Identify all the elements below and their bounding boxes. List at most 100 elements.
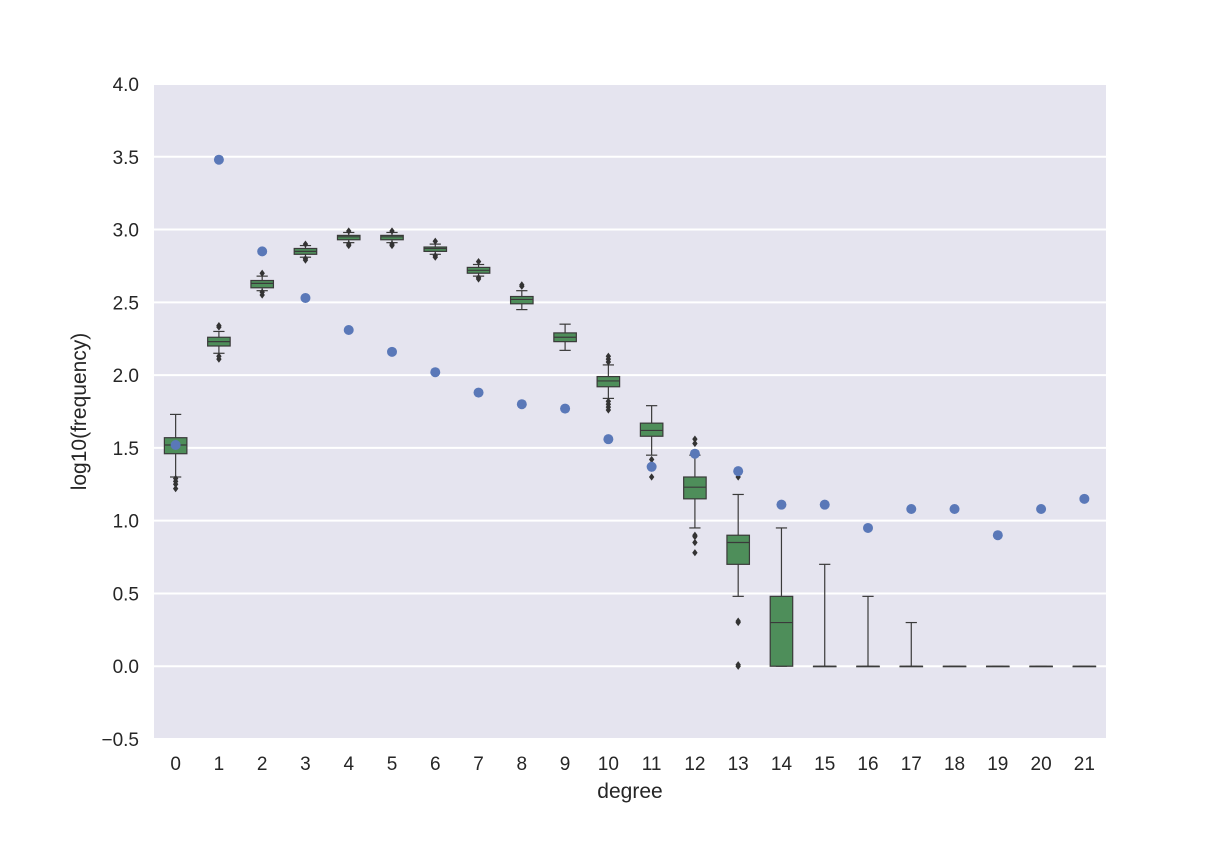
point-series xyxy=(170,154,1090,541)
outlier-marker xyxy=(389,240,395,248)
x-tick-label: 5 xyxy=(387,754,398,775)
box-1 xyxy=(207,322,231,363)
point-6 xyxy=(430,367,441,378)
y-tick-label: 2.5 xyxy=(113,293,139,314)
outlier-marker xyxy=(432,252,438,260)
outlier-marker xyxy=(692,531,698,539)
box-6 xyxy=(423,237,448,261)
point-7 xyxy=(473,387,484,398)
box-body xyxy=(250,279,275,289)
x-tick-label: 11 xyxy=(642,754,662,775)
outlier-marker xyxy=(475,273,482,282)
outlier-marker xyxy=(692,435,698,443)
x-tick-label: 20 xyxy=(1031,754,1052,775)
outlier-marker xyxy=(648,473,655,481)
y-axis-label: log10(frequency) xyxy=(68,333,91,491)
outlier-marker xyxy=(735,473,741,481)
x-tick-label: 3 xyxy=(300,754,311,775)
box-7 xyxy=(466,257,491,283)
x-tick-label: 13 xyxy=(728,754,749,775)
box-14 xyxy=(769,527,794,667)
box-body xyxy=(726,534,751,565)
point-16 xyxy=(863,522,873,533)
plot-area xyxy=(154,84,1106,739)
box-12 xyxy=(683,435,707,557)
box-body xyxy=(769,595,794,667)
point-21 xyxy=(1079,493,1090,504)
box-body xyxy=(509,295,534,305)
outlier-marker xyxy=(735,661,741,669)
box-16 xyxy=(856,595,880,668)
point-15 xyxy=(819,499,830,510)
x-tick-label: 17 xyxy=(901,754,922,775)
point-17 xyxy=(906,504,917,515)
y-tick-label: 1.0 xyxy=(113,512,139,533)
outlier-marker xyxy=(519,281,525,289)
outlier-marker xyxy=(259,269,265,277)
box-3 xyxy=(293,240,318,264)
point-8 xyxy=(516,399,527,410)
x-axis-ticks: 0 1 2 3 4 5 6 7 8 9 10 11 12 13 14 15 16 17 18 19 20 21 xyxy=(170,754,1095,775)
box-15 xyxy=(812,563,837,668)
box-21 xyxy=(1072,665,1097,668)
point-20 xyxy=(1036,504,1047,515)
outlier-marker xyxy=(605,352,612,360)
box-body xyxy=(423,246,448,252)
x-tick-label: 10 xyxy=(598,754,619,775)
x-tick-label: 14 xyxy=(771,754,793,775)
outlier-marker xyxy=(346,227,352,235)
x-tick-label: 15 xyxy=(814,754,835,775)
box-19 xyxy=(985,665,1010,668)
point-0 xyxy=(170,439,181,450)
point-9 xyxy=(560,403,571,414)
y-tick-label: 0.5 xyxy=(113,584,139,605)
x-tick-label: 1 xyxy=(214,754,225,775)
x-tick-label: 2 xyxy=(257,754,268,775)
box-13 xyxy=(726,473,751,670)
outlier-marker xyxy=(692,549,698,557)
x-tick-label: 16 xyxy=(857,754,878,775)
y-axis-ticks: −0.5 0.0 0.5 1.0 1.5 2.0 2.5 3.0 3.5 4.0 xyxy=(101,75,139,751)
point-5 xyxy=(387,346,397,357)
x-tick-label: 19 xyxy=(987,754,1008,775)
outlier-marker xyxy=(172,474,179,483)
y-tick-label: 0.0 xyxy=(113,657,139,678)
outlier-marker xyxy=(259,288,265,296)
box-5 xyxy=(380,227,404,250)
x-tick-label: 6 xyxy=(430,754,441,775)
outlier-marker xyxy=(302,255,309,263)
x-tick-label: 7 xyxy=(473,754,484,775)
outlier-marker xyxy=(389,227,395,235)
point-3 xyxy=(300,292,311,303)
outlier-marker xyxy=(302,240,309,248)
box-10 xyxy=(596,352,621,414)
box-body xyxy=(596,375,621,388)
outlier-marker xyxy=(432,237,438,245)
point-18 xyxy=(949,504,960,515)
point-12 xyxy=(689,448,700,459)
box-9 xyxy=(553,323,577,351)
y-tick-label: 2.0 xyxy=(113,366,139,387)
x-tick-label: 4 xyxy=(343,754,354,775)
point-10 xyxy=(603,434,614,445)
x-tick-label: 18 xyxy=(944,754,965,775)
outlier-marker xyxy=(172,485,179,493)
point-13 xyxy=(733,466,744,477)
grid-lines xyxy=(154,83,1106,740)
outlier-marker xyxy=(735,617,741,625)
box-body xyxy=(639,422,664,437)
point-4 xyxy=(343,324,354,335)
outlier-marker xyxy=(692,538,698,547)
box-17 xyxy=(899,621,924,668)
point-19 xyxy=(992,530,1003,541)
x-axis-label: degree xyxy=(597,780,662,803)
y-tick-label: 1.5 xyxy=(113,439,139,460)
outlier-marker xyxy=(475,257,482,266)
outlier-marker xyxy=(216,352,222,360)
box-body xyxy=(683,476,707,500)
outlier-marker xyxy=(346,240,352,248)
point-14 xyxy=(776,499,787,510)
x-tick-label: 8 xyxy=(517,754,528,775)
